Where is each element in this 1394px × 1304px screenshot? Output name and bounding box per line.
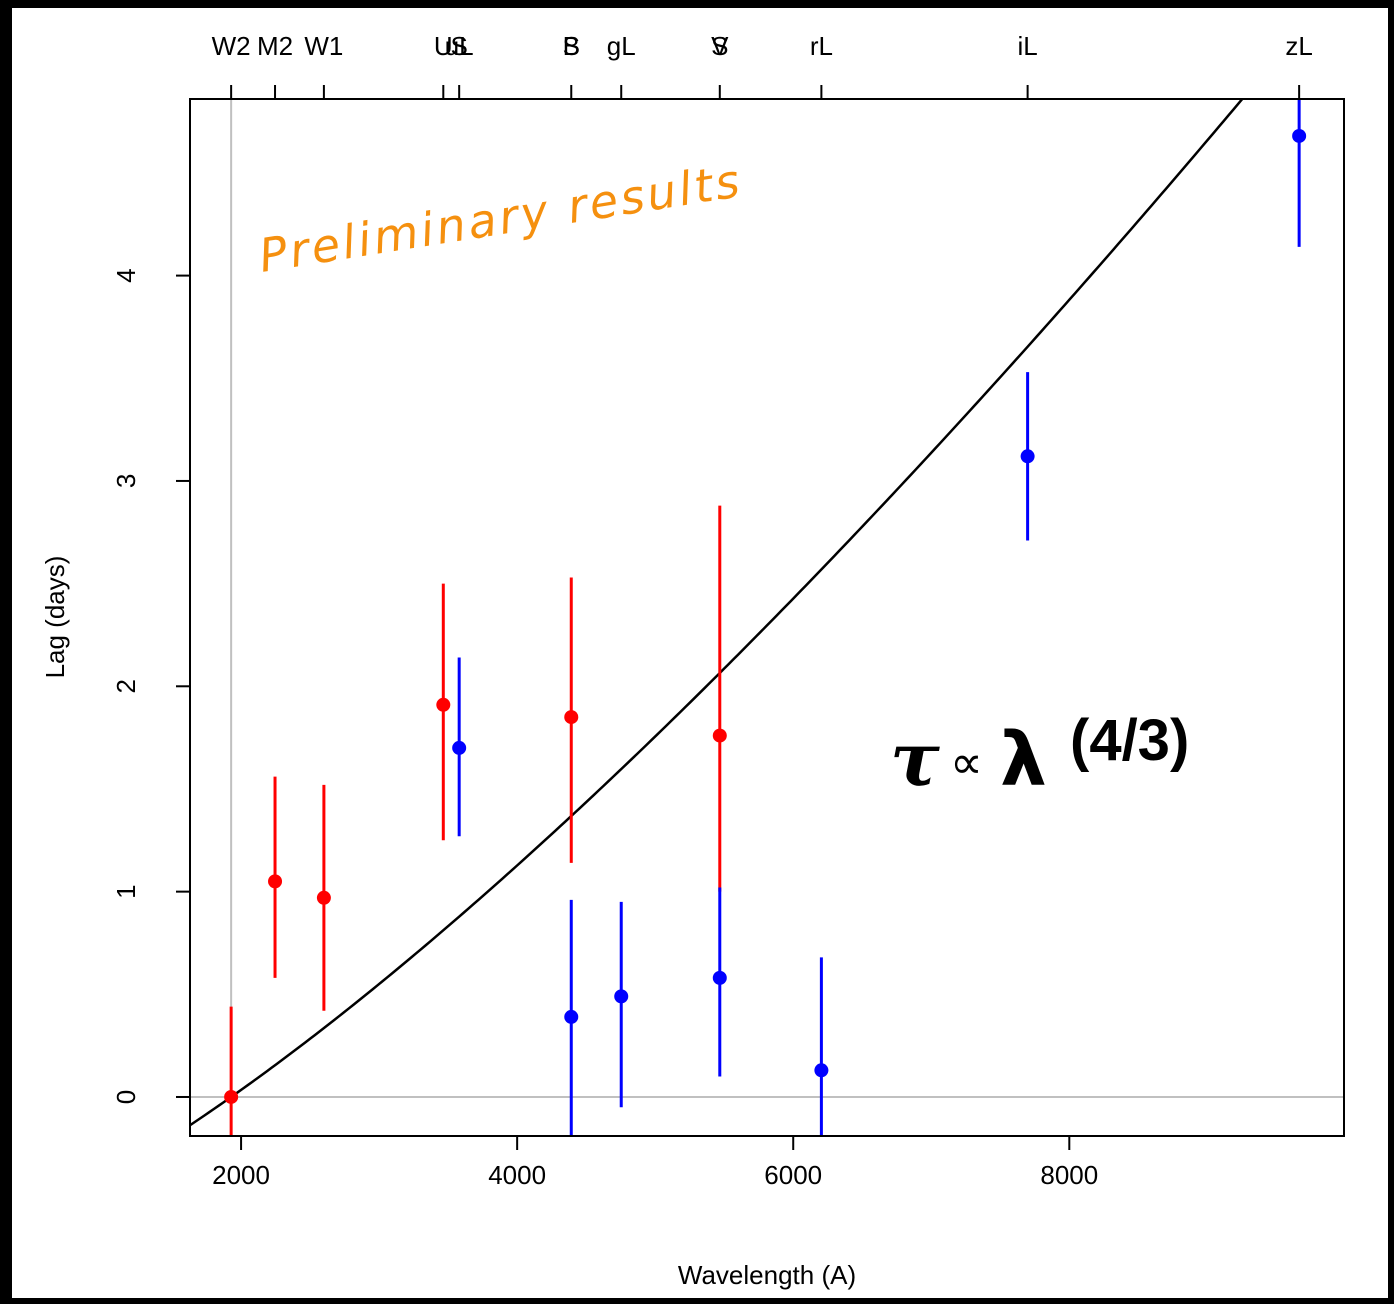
band-label-0: W2 [212,31,251,61]
band-label-1: M2 [257,31,293,61]
formula-tau: τ [890,717,940,803]
band-label-8: gL [607,31,636,61]
reference-lines [190,99,1344,1136]
figure-background [12,8,1388,1298]
y-axis: 0 1 2 3 4 [111,268,190,1104]
y-tick-label-3: 3 [111,474,141,488]
blue-data-point-0 [452,740,467,755]
blue-data-point-2 [614,989,629,1004]
red-data-point-5 [712,728,727,743]
red-data-point-3 [436,697,451,712]
x-axis: 2000 4000 6000 8000 [212,1136,1098,1190]
x-tick-label-1: 4000 [488,1160,546,1190]
x-axis-title: Wavelength (A) [678,1260,856,1290]
x-tick-label-0: 2000 [212,1160,270,1190]
y-tick-label-1: 1 [111,884,141,898]
data-points [224,128,1307,1104]
band-label-5: S [451,31,468,61]
red-data-point-2 [316,890,331,905]
blue-data-point-6 [1292,128,1307,143]
formula-lambda: λ [1000,717,1047,803]
blue-data-point-5 [1020,449,1035,464]
model-curve [190,99,1244,1127]
formula-annotation: τ ∝ λ (4/3) [890,708,1189,803]
band-label-12: iL [1017,31,1037,61]
blue-data-point-3 [712,970,727,985]
y-tick-label-4: 4 [111,268,141,282]
y-tick-label-0: 0 [111,1090,141,1104]
band-label-13: zL [1285,31,1312,61]
model-curve-group [190,99,1244,1127]
red-data-point-1 [268,874,283,889]
formula-exponent: (4/3) [1070,708,1189,773]
band-label-7: S [563,31,580,61]
y-axis-title: Lag (days) [40,556,70,679]
band-label-9: V [711,31,729,61]
red-data-point-0 [224,1089,239,1104]
x-tick-label-2: 6000 [764,1160,822,1190]
band-label-6: B [563,31,580,61]
x-tick-label-3: 8000 [1040,1160,1098,1190]
band-label-3: U [434,31,453,61]
red-data-point-4 [564,710,579,725]
blue-data-point-4 [814,1063,829,1078]
band-label-11: rL [810,31,833,61]
band-label-10: S [711,31,728,61]
band-label-4: uL [445,31,474,61]
y-tick-label-2: 2 [111,679,141,693]
plot-frame [189,98,1345,1137]
formula-proportional-symbol: ∝ [950,735,983,789]
band-label-2: W1 [304,31,343,61]
blue-data-point-1 [564,1009,579,1024]
